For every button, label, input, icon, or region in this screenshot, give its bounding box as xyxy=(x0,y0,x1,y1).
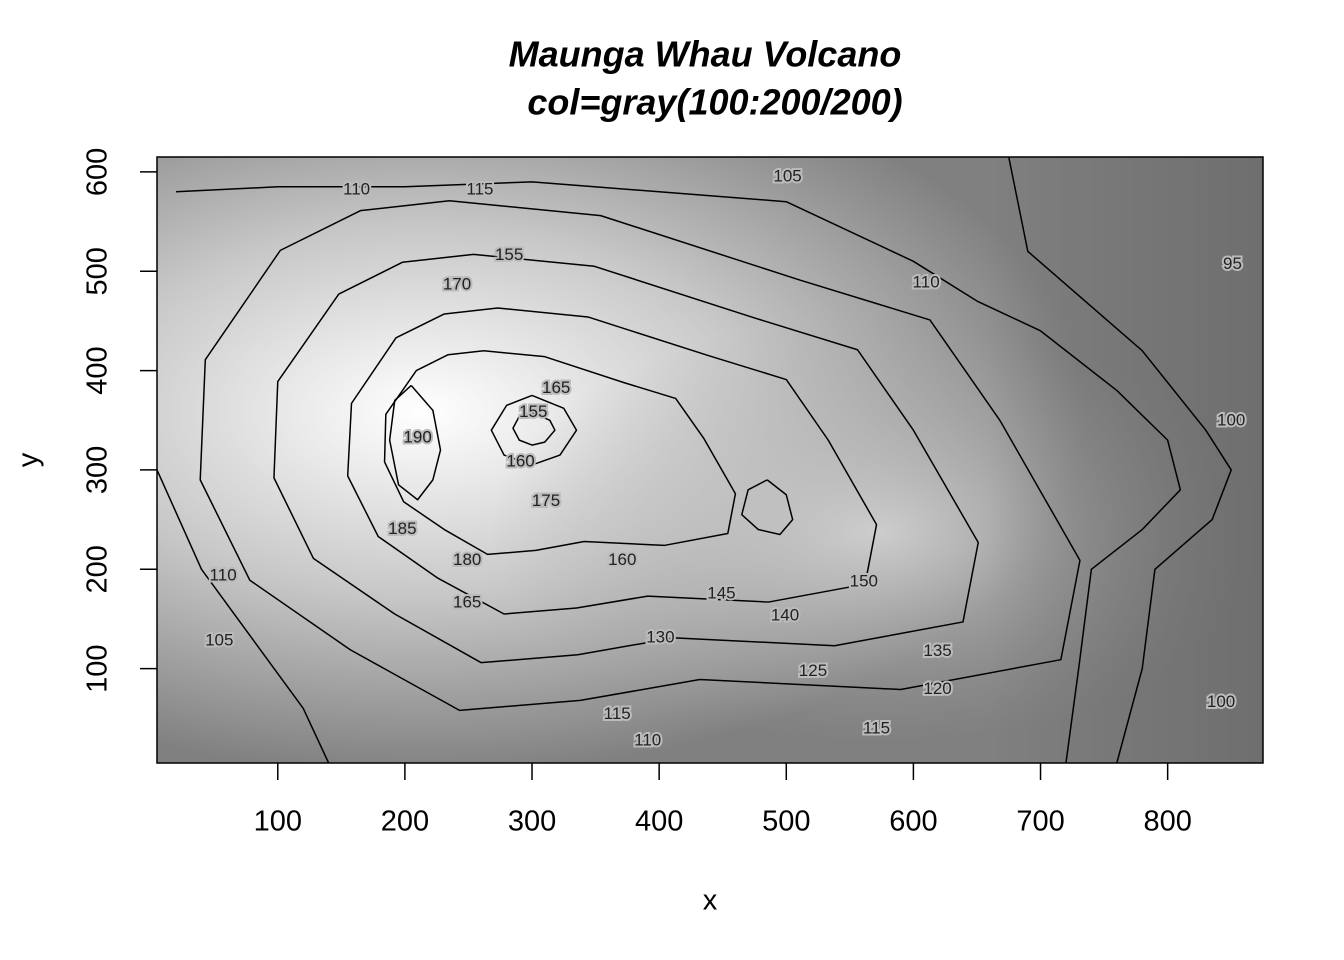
contour-label: 125 xyxy=(799,661,827,680)
contour-label: 190 xyxy=(403,428,431,447)
x-tick-label: 400 xyxy=(635,806,683,838)
y-tick-label: 400 xyxy=(82,346,114,394)
contour-label: 115 xyxy=(604,704,631,723)
contour-label: 155 xyxy=(495,245,523,264)
contour-label: 110 xyxy=(634,731,661,750)
contour-label: 135 xyxy=(923,641,951,660)
chart-title: Maunga Whau Volcano xyxy=(509,34,902,75)
x-tick-label: 800 xyxy=(1143,806,1191,838)
x-tick-label: 500 xyxy=(762,806,810,838)
contour-line xyxy=(199,199,1081,712)
contour-label: 180 xyxy=(453,550,481,569)
contour-label: 160 xyxy=(506,451,534,470)
contour-label: 165 xyxy=(453,593,481,612)
x-tick-label: 300 xyxy=(508,806,556,838)
y-tick-label: 100 xyxy=(82,644,114,692)
contour-line xyxy=(383,349,737,556)
contour-line xyxy=(1008,157,1232,763)
chart-subtitle: col=gray(100:200/200) xyxy=(527,82,902,123)
contour-line xyxy=(490,394,578,466)
contour-label: 110 xyxy=(343,179,370,198)
contour-label: 185 xyxy=(388,519,416,538)
contour-label: 115 xyxy=(466,179,493,198)
contour-label: 105 xyxy=(773,166,801,185)
contour-label: 100 xyxy=(1207,692,1235,711)
contour-label: 175 xyxy=(532,491,560,510)
contour-label: 105 xyxy=(205,630,233,649)
contour-label: 130 xyxy=(646,627,674,646)
x-tick-label: 700 xyxy=(1016,806,1064,838)
contour-label: 145 xyxy=(707,584,735,603)
y-tick-label: 600 xyxy=(82,148,114,196)
plot-frame xyxy=(156,156,1264,764)
contour-label: 100 xyxy=(1217,411,1245,430)
y-tick-label: 200 xyxy=(82,545,114,593)
contour-label: 160 xyxy=(608,550,636,569)
contour-label: 150 xyxy=(850,572,878,591)
y-tick-label: 300 xyxy=(82,446,114,494)
contour-line xyxy=(157,469,330,763)
x-tick-label: 600 xyxy=(889,806,937,838)
contour-label: 110 xyxy=(210,566,237,585)
contour-label: 155 xyxy=(519,402,547,421)
y-axis-label: y xyxy=(13,452,45,467)
contour-label: 95 xyxy=(1223,254,1242,273)
contour-line xyxy=(388,384,442,501)
x-tick-label: 200 xyxy=(381,806,429,838)
y-tick-label: 500 xyxy=(82,247,114,295)
x-axis-label: x xyxy=(703,885,718,917)
heatmap xyxy=(157,157,1263,763)
contour-line xyxy=(512,411,556,446)
contour-label: 170 xyxy=(443,275,471,294)
x-tick-label: 100 xyxy=(254,806,302,838)
contour-label: 115 xyxy=(863,719,890,738)
contour-line xyxy=(176,181,1182,763)
contour-line xyxy=(741,479,794,536)
contour-label: 165 xyxy=(542,378,570,397)
contour-label: 120 xyxy=(923,679,951,698)
contour-line xyxy=(346,307,878,615)
contour-label: 110 xyxy=(913,273,940,292)
contour-label: 140 xyxy=(771,605,799,624)
plot-area: 110 1151059511015517016515519016017518518… xyxy=(157,157,1247,763)
contour-line xyxy=(273,253,979,664)
